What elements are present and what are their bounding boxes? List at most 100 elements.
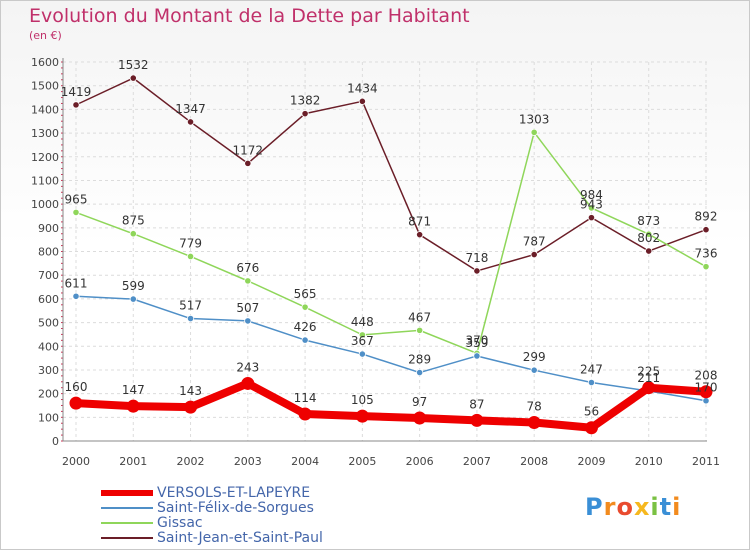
data-label-gissac: 984 [580, 188, 603, 202]
logo-letter: o [616, 493, 634, 521]
data-label-saint-jean-et-saint-paul: 1419 [61, 85, 92, 99]
x-tick-label: 2011 [692, 455, 720, 468]
axes: 0 100 200 300 400 500 600 700 800 900 1000 1100 1200… [31, 56, 720, 468]
legend-swatch-saint-felix [101, 507, 153, 509]
y-tick-label: 800 [38, 246, 59, 259]
y-tick-label: 0 [52, 435, 59, 448]
logo-letter: i [650, 493, 660, 521]
data-label-gissac: 873 [637, 214, 660, 228]
data-label-gissac: 467 [408, 310, 431, 324]
data-point-versols-et-lapeyre [527, 416, 541, 430]
data-label-saint-jean-et-saint-paul: 1434 [347, 81, 378, 95]
data-label-gissac: 370 [465, 333, 488, 347]
legend-label-saint-felix: Saint-Félix-de-Sorgues [157, 500, 314, 516]
series-line-saint-jean-et-saint-paul [75, 77, 707, 272]
data-label-versols-et-lapeyre: 105 [351, 393, 374, 407]
y-tick-label: 1400 [31, 103, 59, 116]
data-label-saint-jean-et-saint-paul: 802 [637, 231, 660, 245]
y-tick-label: 600 [38, 293, 59, 306]
data-point-saint-f-lix-de-sorgues [186, 314, 195, 323]
data-label-saint-jean-et-saint-paul: 1347 [175, 102, 206, 116]
data-point-gissac [72, 208, 80, 217]
legend-label-gissac: Gissac [157, 515, 203, 531]
data-point-versols-et-lapeyre [699, 385, 713, 399]
y-tick-label: 300 [38, 364, 59, 377]
data-point-saint-jean-et-saint-paul [530, 250, 538, 259]
data-labels: 1419 1532 1347 1172 1382 1434 871 718 787 943 802 8… [61, 58, 718, 419]
series-line-gissac [75, 131, 707, 355]
logo-letter: x [633, 493, 651, 521]
data-point-gissac [129, 230, 137, 238]
legend-item-versols: VERSOLS-ET-LAPEYRE [101, 485, 310, 501]
data-label-gissac: 965 [65, 192, 88, 206]
data-point-saint-f-lix-de-sorgues [416, 368, 424, 377]
data-label-saint-jean-et-saint-paul: 1382 [290, 94, 321, 108]
data-label-gissac: 1303 [519, 112, 550, 126]
y-tick-label: 1000 [31, 198, 59, 211]
data-label-versols-et-lapeyre: 208 [695, 369, 718, 383]
data-point-versols-et-lapeyre [413, 411, 427, 425]
data-point-saint-f-lix-de-sorgues [129, 295, 137, 303]
data-point-versols-et-lapeyre [298, 407, 312, 421]
data-label-gissac: 565 [294, 287, 317, 301]
x-tick-label: 2010 [635, 455, 663, 468]
y-tick-label: 900 [38, 222, 59, 235]
data-label-saint-f-lix-de-sorgues: 426 [294, 320, 317, 334]
data-point-saint-jean-et-saint-paul [702, 226, 710, 234]
x-tick-label: 2009 [577, 455, 605, 468]
y-tick-label: 400 [38, 340, 59, 353]
data-label-versols-et-lapeyre: 87 [469, 397, 484, 411]
data-label-saint-jean-et-saint-paul: 1532 [118, 58, 149, 72]
data-point-versols-et-lapeyre [69, 396, 83, 410]
legend-swatch-gissac [101, 522, 153, 524]
data-label-versols-et-lapeyre: 243 [236, 360, 259, 374]
x-tick-label: 2002 [177, 455, 205, 468]
data-point-saint-jean-et-saint-paul [186, 118, 195, 126]
legend-label-versols: VERSOLS-ET-LAPEYRE [157, 485, 311, 501]
data-point-gissac [301, 303, 309, 311]
data-label-saint-f-lix-de-sorgues: 170 [695, 381, 718, 395]
y-tick-label: 1600 [31, 56, 59, 69]
data-point-saint-f-lix-de-sorgues [358, 350, 366, 358]
data-point-gissac [702, 263, 710, 271]
data-point-versols-et-lapeyre [355, 409, 369, 423]
data-point-versols-et-lapeyre [642, 381, 656, 395]
data-point-versols-et-lapeyre [241, 376, 255, 390]
x-tick-label: 2008 [520, 455, 548, 468]
data-label-versols-et-lapeyre: 97 [412, 395, 427, 409]
grid-lines [63, 61, 707, 442]
logo-letter: i [672, 493, 682, 521]
data-point-gissac [186, 252, 195, 261]
proxiti-logo: Proxiti [585, 493, 681, 521]
data-point-saint-jean-et-saint-paul [587, 214, 596, 222]
legend-swatch-versols [101, 490, 153, 496]
x-tick-label: 2003 [234, 455, 262, 468]
data-point-versols-et-lapeyre [126, 399, 140, 413]
data-label-saint-jean-et-saint-paul: 943 [580, 198, 603, 212]
data-point-saint-jean-et-saint-paul [301, 110, 309, 118]
data-point-saint-f-lix-de-sorgues [530, 366, 538, 374]
data-label-versols-et-lapeyre: 147 [122, 383, 145, 397]
series-line-versols-et-lapeyre [72, 379, 710, 432]
x-tick-label: 2007 [463, 455, 491, 468]
y-tick-label: 1500 [31, 80, 59, 93]
y-tick-label: 1200 [31, 151, 59, 164]
data-label-saint-f-lix-de-sorgues: 299 [523, 350, 546, 364]
data-label-saint-f-lix-de-sorgues: 599 [122, 279, 145, 293]
data-point-saint-jean-et-saint-paul [358, 97, 366, 105]
x-tick-label: 2006 [406, 455, 434, 468]
legend-item-gissac: Gissac [101, 515, 203, 531]
data-point-gissac [358, 331, 366, 339]
data-label-versols-et-lapeyre: 78 [527, 400, 542, 414]
data-label-gissac: 875 [122, 214, 145, 228]
data-label-gissac: 779 [179, 236, 202, 250]
data-label-saint-jean-et-saint-paul: 787 [523, 235, 546, 249]
legend-swatch-saint-jean [101, 537, 153, 539]
data-point-versols-et-lapeyre [470, 413, 484, 427]
data-label-saint-f-lix-de-sorgues: 247 [580, 362, 603, 376]
data-point-saint-jean-et-saint-paul [129, 74, 137, 82]
data-label-gissac: 448 [351, 315, 374, 329]
legend-item-saint-felix: Saint-Félix-de-Sorgues [101, 500, 314, 516]
y-tick-label: 1100 [31, 174, 59, 187]
